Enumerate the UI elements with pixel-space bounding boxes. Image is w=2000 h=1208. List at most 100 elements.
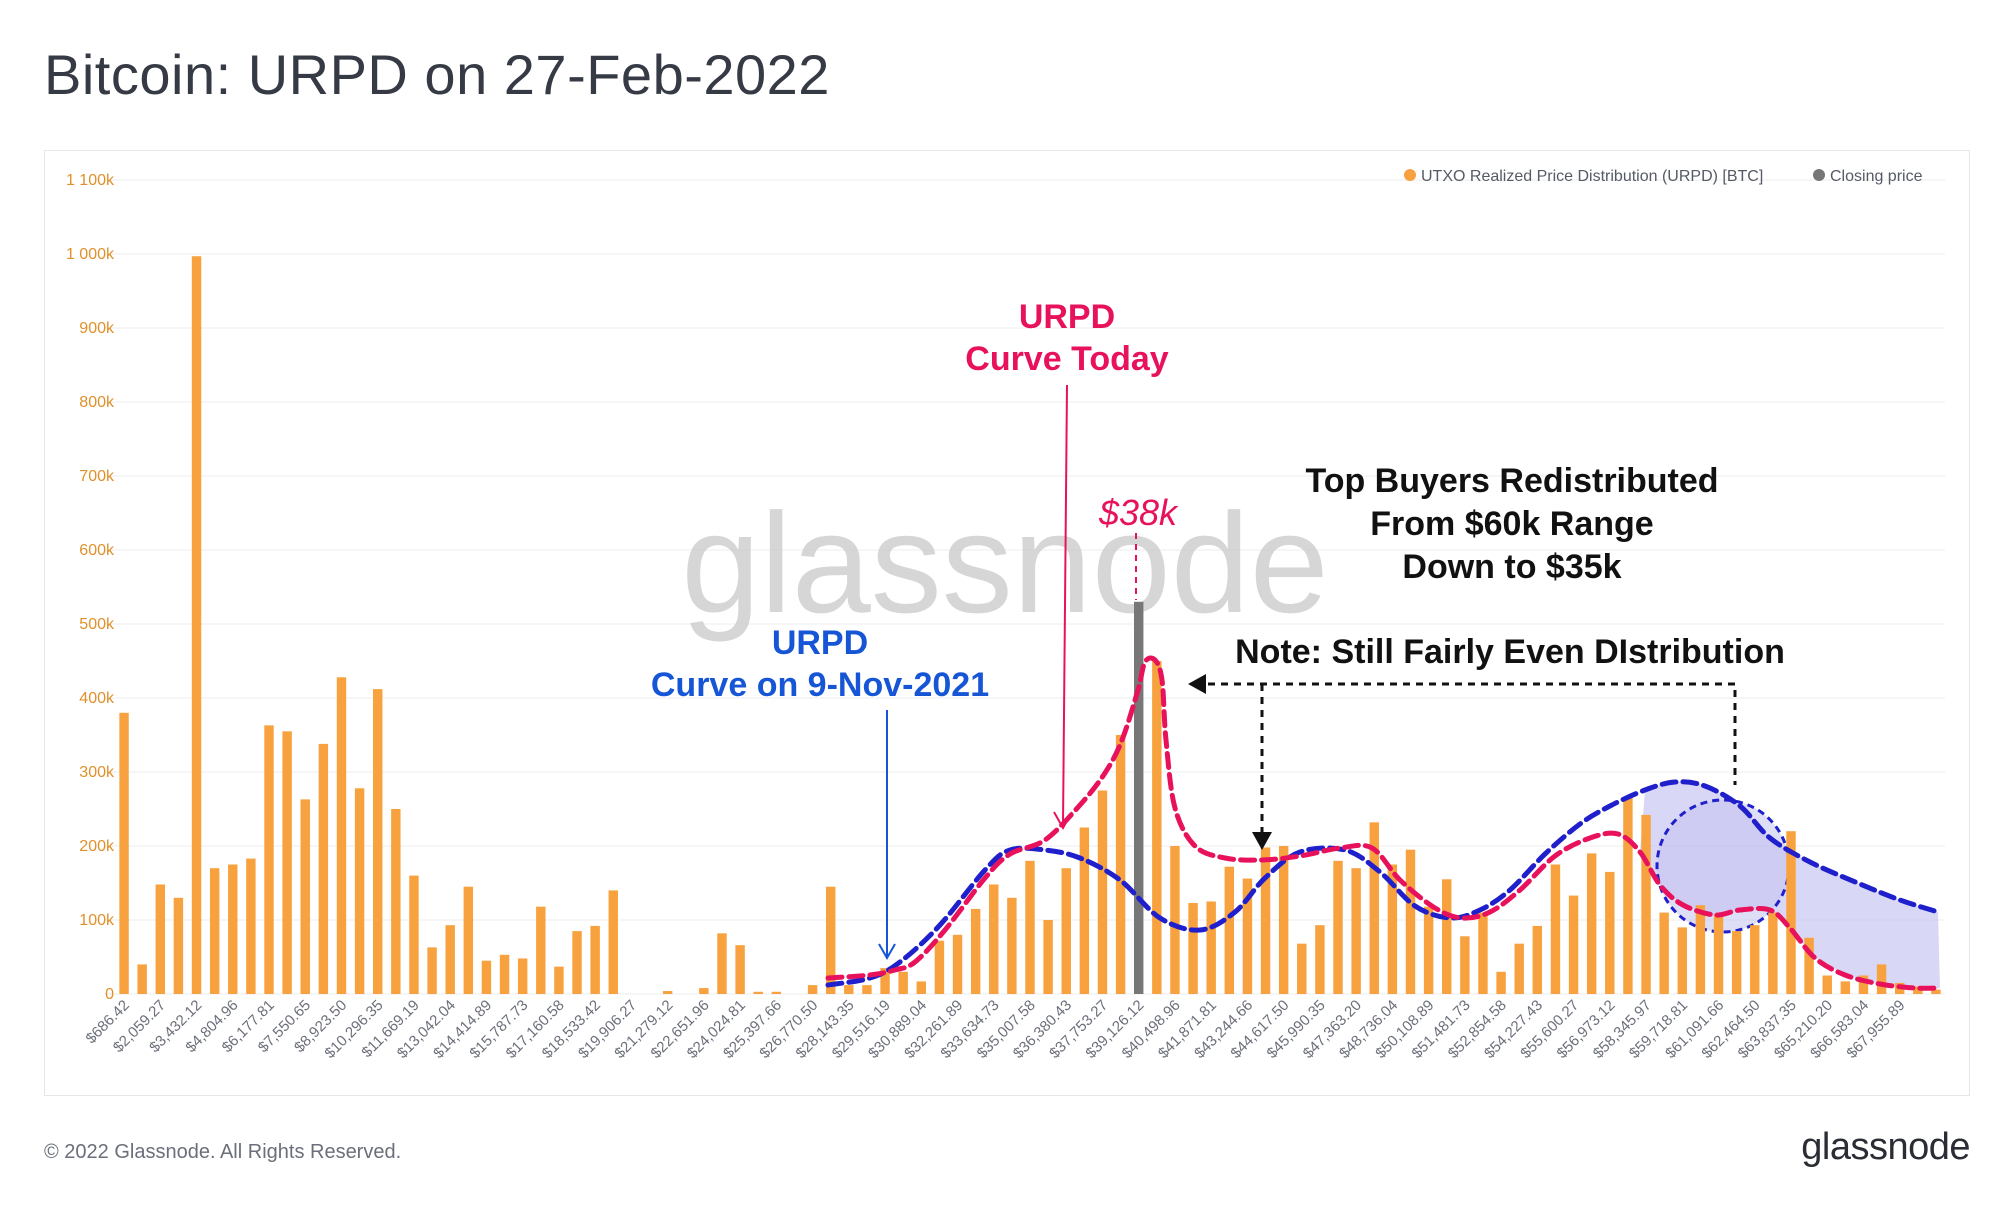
urpd-bar (1460, 936, 1470, 994)
nov-arrow-head (878, 943, 896, 961)
urpd-bar (228, 864, 238, 994)
redistribution-line1: Top Buyers Redistributed (1305, 462, 1718, 500)
urpd-bar (409, 875, 419, 994)
urpd-bar (1242, 878, 1253, 994)
urpd-bar (1840, 981, 1851, 994)
today-label-line2: Curve Today (965, 340, 1169, 378)
urpd-bar (1387, 864, 1398, 994)
note-text: Note: Still Fairly Even DIstribution (1235, 633, 1785, 671)
urpd-bar (735, 945, 745, 994)
urpd-bar (264, 725, 274, 994)
note-arrow-left (1188, 674, 1206, 694)
urpd-bar (137, 964, 147, 994)
urpd-bar (1731, 931, 1742, 994)
urpd-bar (554, 966, 564, 994)
urpd-bar (373, 689, 383, 994)
urpd-bar (753, 991, 763, 994)
urpd-bar (1913, 986, 1923, 994)
nov-label-line1: URPD (772, 624, 868, 662)
y-tick-label: 600k (79, 542, 115, 559)
y-tick-label: 1 100k (66, 172, 115, 189)
urpd-bar (1586, 853, 1597, 994)
closing-price-bar (1134, 601, 1144, 994)
x-axis: $686.42$2,059.27$3,432.12$4,804.96$6,177… (83, 997, 1909, 1062)
bars (119, 256, 1941, 995)
page-title: Bitcoin: URPD on 27-Feb-2022 (44, 43, 830, 106)
urpd-bar (1369, 822, 1379, 994)
urpd-bar (699, 988, 709, 994)
urpd-bar (1079, 827, 1090, 994)
urpd-bar (1677, 927, 1687, 994)
urpd-bar (1931, 989, 1941, 994)
annotations: URPD Curve Today URPD Curve on 9-Nov-2021 $3… (651, 298, 1785, 961)
urpd-bar (1442, 879, 1452, 994)
today-arrow (1062, 384, 1068, 826)
urpd-bar (1405, 849, 1416, 994)
urpd-bar (1170, 846, 1180, 994)
urpd-bar (1188, 902, 1198, 994)
urpd-bar (1297, 943, 1307, 994)
nov-2021-curve (825, 779, 1941, 988)
urpd-bar (880, 968, 890, 994)
price-label: $38k (1098, 492, 1179, 533)
urpd-bar (536, 906, 546, 994)
urpd-bar (717, 933, 727, 994)
redistribution-line3: Down to $35k (1402, 548, 1621, 586)
urpd-bar (1858, 975, 1869, 994)
urpd-bar (481, 960, 492, 994)
watermark: glassnode (681, 484, 1328, 643)
urpd-bar (970, 908, 981, 994)
urpd-bar (517, 958, 528, 994)
urpd-bar (862, 985, 872, 994)
urpd-bar (1260, 847, 1271, 994)
urpd-bar (173, 897, 184, 994)
urpd-bar (1423, 906, 1434, 994)
urpd-bar (1641, 814, 1651, 994)
urpd-bar (608, 890, 618, 994)
y-tick-label: 400k (79, 690, 115, 707)
urpd-bar (844, 985, 854, 994)
urpd-bar (1623, 797, 1633, 994)
legend-label-urpd: UTXO Realized Price Distribution (URPD) … (1421, 168, 1763, 185)
urpd-bar (1804, 937, 1814, 994)
urpd-bar (1115, 735, 1126, 994)
urpd-bar (1025, 860, 1035, 994)
urpd-bar (318, 743, 329, 994)
urpd-bar (825, 886, 836, 994)
legend-swatch-urpd (1404, 169, 1416, 181)
urpd-bar (916, 981, 926, 994)
urpd-bar (1786, 831, 1796, 994)
urpd-bar (1043, 920, 1053, 994)
urpd-bar (499, 954, 510, 994)
urpd-bar (246, 858, 256, 994)
today-label-line1: URPD (1019, 298, 1115, 336)
urpd-bar (336, 677, 347, 994)
today-arrow-head (1053, 811, 1073, 831)
urpd-bar (1750, 925, 1760, 994)
urpd-bar (1224, 866, 1235, 994)
urpd-bar (1333, 860, 1343, 994)
urpd-bar (1278, 846, 1289, 994)
urpd-bar (282, 731, 292, 994)
urpd-bar (1876, 964, 1887, 994)
urpd-bar (1478, 912, 1488, 994)
y-tick-label: 700k (79, 468, 115, 485)
urpd-bar (463, 886, 474, 994)
urpd-bar (445, 925, 455, 994)
urpd-bar (1206, 901, 1216, 994)
nov-label-line2: Curve on 9-Nov-2021 (651, 666, 989, 704)
urpd-bar (1568, 895, 1579, 994)
urpd-bar (1550, 864, 1561, 994)
y-tick-label: 200k (79, 838, 115, 855)
y-tick-label: 900k (79, 320, 115, 337)
urpd-bar (662, 991, 673, 994)
urpd-bar (1351, 868, 1361, 994)
legend: UTXO Realized Price Distribution (URPD) … (1404, 168, 1923, 185)
urpd-bar (1315, 925, 1325, 994)
urpd-bar (119, 712, 129, 994)
urpd-bar (898, 971, 908, 994)
urpd-bar (1695, 905, 1706, 994)
urpd-bar (1659, 912, 1669, 994)
y-tick-label: 800k (79, 394, 115, 411)
